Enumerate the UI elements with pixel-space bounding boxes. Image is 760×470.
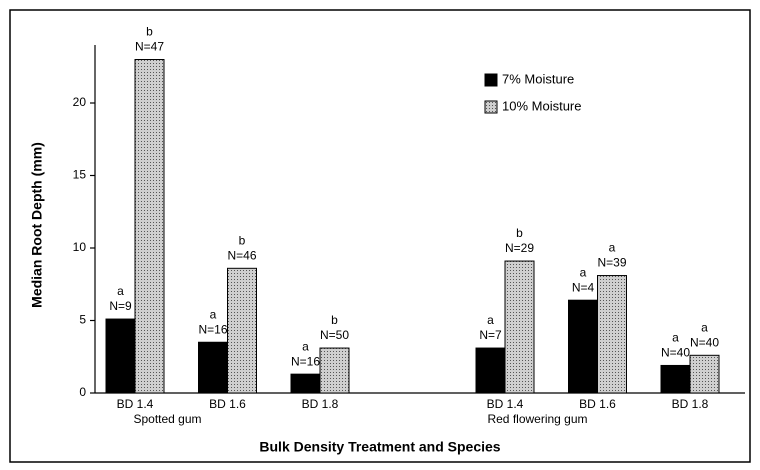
x-tick-label: BD 1.4 [117, 397, 154, 411]
significance-letter: a [117, 284, 124, 298]
n-label: N=50 [320, 328, 349, 342]
significance-letter: b [146, 25, 153, 39]
significance-letter: b [239, 233, 246, 247]
significance-letter: a [487, 313, 494, 327]
bar [227, 267, 257, 394]
bar [105, 318, 136, 394]
significance-letter: a [210, 307, 217, 321]
n-label: N=40 [661, 346, 690, 360]
x-tick-label: BD 1.6 [579, 397, 616, 411]
y-tick-label: 20 [73, 95, 87, 109]
y-tick-label: 15 [73, 168, 87, 182]
bar [319, 347, 350, 394]
significance-letter: b [331, 313, 338, 327]
significance-letter: a [701, 320, 708, 334]
significance-letter: b [516, 226, 523, 240]
x-tick-label: BD 1.6 [209, 397, 246, 411]
y-tick-label: 5 [79, 313, 86, 327]
x-tick-label: BD 1.4 [487, 397, 524, 411]
n-label: N=39 [597, 256, 626, 270]
bar [198, 341, 228, 394]
group-label: Red flowering gum [487, 412, 587, 426]
n-label: N=29 [505, 241, 534, 255]
x-tick-label: BD 1.8 [672, 397, 709, 411]
y-axis-title: Median Root Depth (mm) [29, 142, 45, 308]
bar [504, 260, 535, 394]
legend-label: 7% Moisture [502, 71, 574, 86]
n-label: N=40 [690, 335, 719, 349]
y-tick-label: 10 [73, 240, 87, 254]
bar [660, 364, 691, 394]
group-label: Spotted gum [133, 412, 201, 426]
legend-label: 10% Moisture [502, 98, 581, 113]
significance-letter: a [302, 339, 309, 353]
legend-swatch [484, 100, 498, 114]
frame [9, 9, 751, 463]
bar [568, 299, 598, 394]
significance-letter: a [672, 331, 679, 345]
n-label: N=4 [572, 280, 595, 294]
significance-letter: a [609, 241, 616, 255]
significance-letter: a [580, 265, 587, 279]
x-tick-label: BD 1.8 [302, 397, 339, 411]
legend-swatch [484, 73, 498, 87]
y-tick-label: 0 [79, 385, 86, 399]
bar [134, 59, 165, 394]
n-label: N=47 [135, 40, 164, 54]
bar [689, 354, 720, 394]
bar [597, 275, 627, 394]
bar [475, 347, 506, 394]
n-label: N=7 [479, 328, 502, 342]
n-label: N=16 [291, 354, 320, 368]
bar [290, 373, 321, 394]
n-label: N=9 [109, 299, 132, 313]
x-axis-title: Bulk Density Treatment and Species [259, 439, 500, 455]
n-label: N=46 [227, 248, 256, 262]
n-label: N=16 [198, 322, 227, 336]
